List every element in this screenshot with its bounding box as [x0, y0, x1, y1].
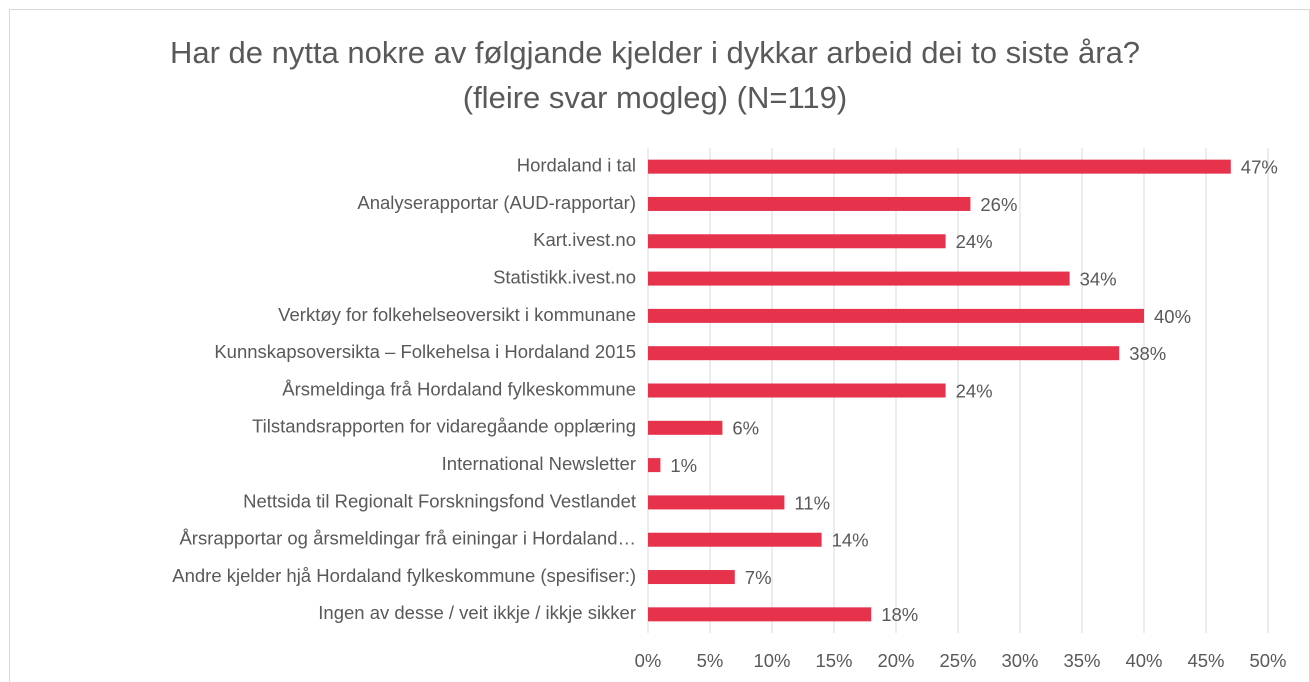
y-tick-label: Kart.ivest.no	[533, 229, 636, 250]
data-label: 1%	[670, 455, 697, 476]
bar	[648, 420, 723, 435]
data-label: 40%	[1154, 306, 1191, 327]
x-tick-label: 45%	[1187, 650, 1224, 671]
x-tick-label: 10%	[753, 650, 790, 671]
x-tick-label: 35%	[1063, 650, 1100, 671]
y-tick-label: Årsmeldinga frå Hordaland fylkeskommune	[282, 378, 636, 399]
data-label: 38%	[1129, 343, 1166, 364]
y-tick-label: Verktøy for folkehelseoversikt i kommuna…	[278, 304, 636, 325]
x-tick-label: 5%	[697, 650, 724, 671]
y-tick-label: Årsrapportar og årsmeldingar frå eininga…	[179, 528, 636, 549]
data-label: 18%	[881, 604, 918, 625]
bar	[648, 383, 946, 398]
bar	[648, 346, 1120, 361]
y-tick-label: Hordaland i tal	[517, 155, 636, 176]
x-tick-label: 30%	[1001, 650, 1038, 671]
data-label: 47%	[1241, 157, 1278, 178]
y-tick-label: Analyserapportar (AUD-rapportar)	[357, 192, 636, 213]
bar	[648, 532, 822, 547]
x-tick-label: 20%	[877, 650, 914, 671]
bar	[648, 308, 1144, 323]
data-label: 11%	[794, 492, 830, 513]
data-label: 24%	[956, 380, 993, 401]
data-label: 7%	[745, 567, 772, 588]
data-label: 6%	[732, 418, 759, 439]
bar	[648, 495, 785, 510]
bar	[648, 570, 735, 585]
bar	[648, 607, 872, 622]
data-label: 34%	[1080, 268, 1117, 289]
bar	[648, 234, 946, 249]
bar	[648, 458, 661, 473]
bar	[648, 159, 1231, 174]
y-tick-label: Nettsida til Regionalt Forskningsfond Ve…	[243, 490, 636, 511]
x-tick-label: 40%	[1125, 650, 1162, 671]
bar	[648, 271, 1070, 286]
x-tick-label: 0%	[635, 650, 662, 671]
data-label: 26%	[980, 194, 1017, 215]
y-tick-label: Statistikk.ivest.no	[493, 266, 636, 287]
x-tick-label: 25%	[939, 650, 976, 671]
y-tick-label: Andre kjelder hjå Hordaland fylkeskommun…	[172, 565, 636, 586]
bar	[648, 196, 971, 211]
chart-title: Har de nytta nokre av følgjande kjelder …	[169, 35, 1141, 115]
data-label: 14%	[832, 530, 869, 551]
y-tick-label: Ingen av desse / veit ikkje / ikkje sikk…	[318, 602, 636, 623]
data-label: 24%	[956, 231, 993, 252]
x-tick-label: 50%	[1249, 650, 1286, 671]
x-tick-label: 15%	[815, 650, 852, 671]
y-tick-label: Tilstandsrapporten for vidaregåande oppl…	[252, 416, 636, 437]
y-tick-label: Kunnskapsoversikta – Folkehelsa i Hordal…	[214, 341, 636, 362]
y-tick-label: International Newsletter	[442, 453, 636, 474]
